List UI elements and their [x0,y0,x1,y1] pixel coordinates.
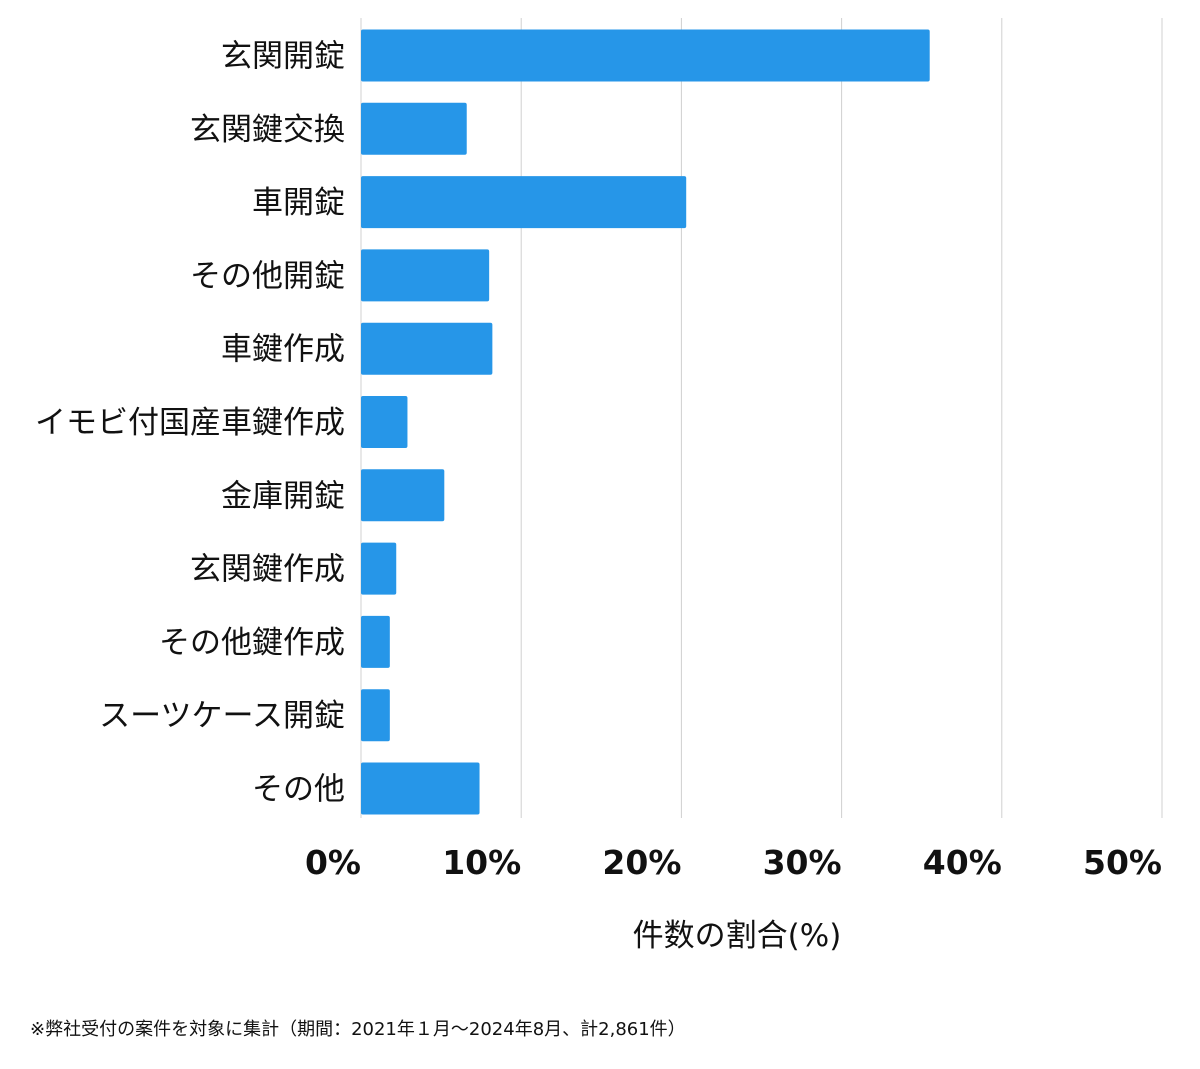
bar [361,615,390,668]
category-label: 玄関開錠 [221,39,345,75]
bar [361,469,445,522]
bar [361,102,467,155]
footnote: ※弊社受付の案件を対象に集計（期間：2021年１月〜2024年8月、計2,861… [30,1019,686,1040]
category-label: イモビ付国産車鍵作成 [35,405,345,441]
category-label: 車開錠 [252,185,345,221]
bar [361,542,397,595]
category-label: スーツケース開錠 [99,698,345,734]
x-tick-label: 10% [442,843,521,882]
bar [361,176,687,229]
x-tick-label: 0% [305,843,361,882]
bar [361,322,493,375]
grid-lines [360,18,1163,818]
x-tick-labels: 0% 10% 20% 30% 40% 50% [305,843,1162,882]
x-tick-label: 50% [1083,843,1162,882]
category-label: 金庫開錠 [221,478,345,514]
bar [361,762,480,815]
x-tick-label: 30% [763,843,842,882]
bar [361,689,390,742]
category-label: その他鍵作成 [159,625,345,661]
bars [361,29,930,815]
category-label: 玄関鍵交換 [190,112,345,148]
category-label: その他 [252,772,345,808]
category-label: 車鍵作成 [221,332,345,368]
category-labels: 玄関開錠玄関鍵交換車開錠その他開錠車鍵作成イモビ付国産車鍵作成金庫開錠玄関鍵作成… [35,39,345,808]
x-tick-label: 40% [923,843,1002,882]
category-label: 玄関鍵作成 [190,552,345,588]
x-axis-title: 件数の割合(%) [633,918,842,954]
x-tick-label: 20% [602,843,681,882]
category-label: その他開錠 [190,258,345,294]
bar [361,29,930,82]
bar [361,249,490,302]
bar [361,396,408,448]
